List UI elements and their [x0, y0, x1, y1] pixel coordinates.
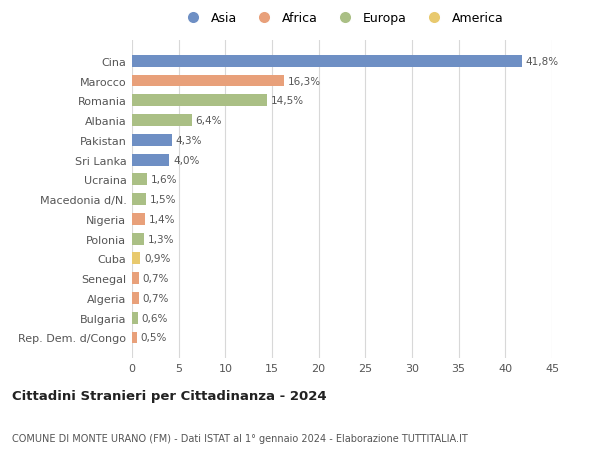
Text: 0,6%: 0,6%: [142, 313, 168, 323]
Text: 16,3%: 16,3%: [288, 76, 321, 86]
Text: 4,0%: 4,0%: [173, 155, 199, 165]
Bar: [132, 332, 137, 344]
Text: 4,3%: 4,3%: [176, 135, 202, 146]
Bar: [132, 95, 268, 107]
Text: 1,4%: 1,4%: [149, 214, 175, 224]
Bar: [132, 154, 169, 166]
Bar: [132, 115, 192, 127]
Bar: [132, 273, 139, 285]
Legend: Asia, Africa, Europa, America: Asia, Africa, Europa, America: [177, 8, 507, 29]
Text: 0,9%: 0,9%: [144, 254, 170, 264]
Text: 6,4%: 6,4%: [196, 116, 222, 126]
Text: 1,5%: 1,5%: [150, 195, 176, 205]
Text: 1,3%: 1,3%: [148, 234, 175, 244]
Bar: [132, 253, 140, 265]
Bar: [132, 194, 146, 206]
Bar: [132, 174, 147, 186]
Text: COMUNE DI MONTE URANO (FM) - Dati ISTAT al 1° gennaio 2024 - Elaborazione TUTTIT: COMUNE DI MONTE URANO (FM) - Dati ISTAT …: [12, 433, 468, 442]
Bar: [132, 213, 145, 225]
Text: 1,6%: 1,6%: [151, 175, 177, 185]
Bar: [132, 56, 522, 67]
Text: Cittadini Stranieri per Cittadinanza - 2024: Cittadini Stranieri per Cittadinanza - 2…: [12, 389, 326, 403]
Text: 0,5%: 0,5%: [140, 333, 167, 343]
Text: 0,7%: 0,7%: [142, 274, 169, 284]
Bar: [132, 312, 137, 324]
Text: 41,8%: 41,8%: [526, 56, 559, 67]
Bar: [132, 134, 172, 146]
Bar: [132, 233, 144, 245]
Text: 14,5%: 14,5%: [271, 96, 304, 106]
Bar: [132, 75, 284, 87]
Bar: [132, 292, 139, 304]
Text: 0,7%: 0,7%: [142, 293, 169, 303]
